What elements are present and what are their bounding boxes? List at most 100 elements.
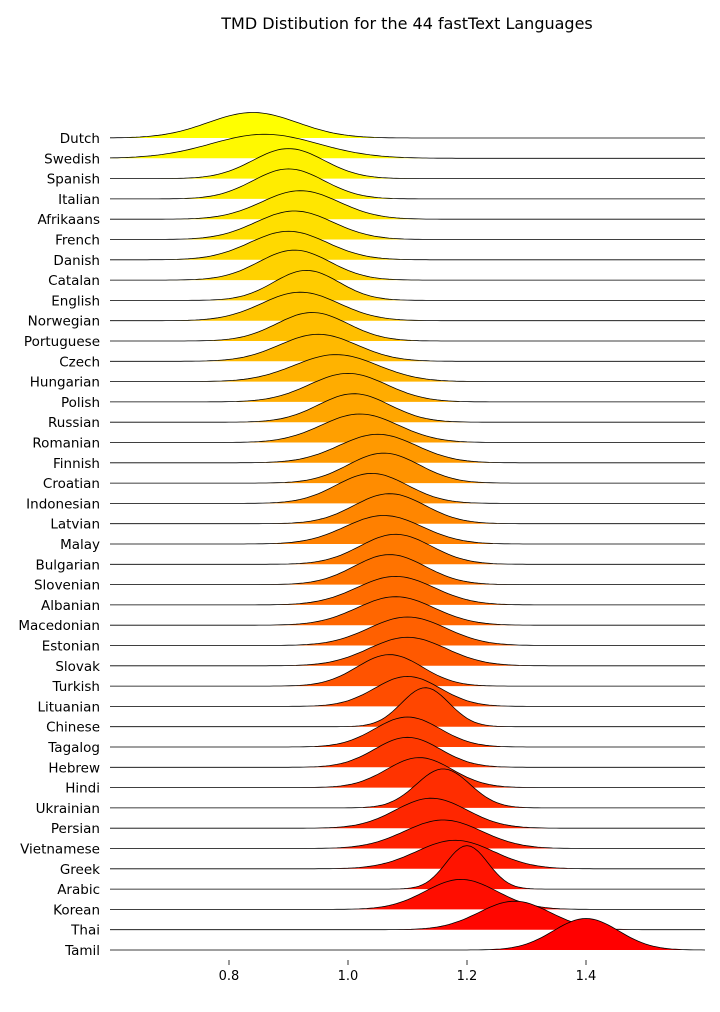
ridge-area-greek [110, 840, 705, 869]
row-label-macedonian: Macedonian [18, 618, 100, 634]
chart-title: TMD Distibution for the 44 fastText Lang… [220, 14, 593, 33]
ridge-line-polish [110, 372, 705, 403]
ridge-line-albanian [110, 575, 705, 606]
ridge-line-latvian [110, 493, 705, 525]
ridge-area-czech [110, 334, 705, 362]
ridge-line-malay [110, 515, 705, 545]
ridge-line-arabic [110, 845, 705, 890]
ridge-line-persian [110, 797, 705, 829]
row-label-polish: Polish [61, 395, 100, 411]
ridge-area-ukrainian [110, 769, 705, 808]
ridge-line-bulgarian [110, 533, 705, 565]
ridge-line-italian [110, 168, 705, 200]
ridge-line-slovak [110, 636, 705, 667]
ridge-line-chinese [110, 687, 705, 728]
ridge-area-spanish [110, 148, 705, 179]
ridge-line-norwegian [110, 291, 705, 322]
ridge-line-french [110, 210, 705, 240]
ridge-area-french [110, 211, 705, 240]
row-label-latvian: Latvian [50, 517, 100, 533]
ridge-line-dutch [110, 112, 705, 139]
ridge-area-hungarian [110, 354, 705, 382]
ridge-line-korean [110, 878, 705, 910]
ridge-area-lituanian [110, 676, 705, 707]
row-label-turkish: Turkish [52, 679, 100, 695]
ridge-area-catalan [110, 250, 705, 281]
row-label-norwegian: Norwegian [28, 314, 100, 330]
ridge-line-finnish [110, 433, 705, 464]
row-label-greek: Greek [60, 862, 100, 878]
ridge-area-dutch [110, 112, 705, 138]
row-label-tagalog: Tagalog [47, 740, 100, 756]
row-label-italian: Italian [58, 192, 100, 208]
row-label-portuguese: Portuguese [24, 334, 100, 350]
row-labels-group: Dutch Swedish Spanish Italian Afrikaans Frenc… [18, 131, 100, 959]
ridge-line-english [110, 269, 705, 301]
ridge-area-portuguese [110, 312, 705, 341]
ridge-line-russian [110, 393, 705, 423]
ridge-area-korean [110, 879, 705, 910]
ridge-area-hebrew [110, 737, 705, 768]
ridges-group [109, 112, 706, 951]
ridge-line-macedonian [110, 596, 705, 626]
row-label-czech: Czech [59, 354, 100, 370]
row-label-croatian: Croatian [43, 476, 100, 492]
row-label-danish: Danish [53, 253, 100, 269]
row-label-malay: Malay [60, 537, 100, 553]
row-label-slovenian: Slovenian [34, 578, 100, 594]
ridge-area-tagalog [110, 717, 705, 747]
row-label-persian: Persian [51, 821, 100, 837]
ridge-area-norwegian [110, 292, 705, 321]
row-label-hebrew: Hebrew [48, 760, 100, 776]
ridge-area-albanian [110, 576, 705, 605]
row-label-lituanian: Lituanian [37, 699, 100, 715]
ridge-line-slovenian [110, 554, 705, 585]
ridge-area-malay [110, 515, 705, 544]
row-label-romanian: Romanian [32, 436, 100, 452]
ridge-area-estonian [110, 617, 705, 646]
x-axis: 0.8 1.0 1.2 1.4 [219, 960, 597, 984]
ridge-line-vietnamese [110, 819, 705, 849]
row-label-english: English [51, 293, 100, 309]
ridge-area-finnish [110, 434, 705, 463]
ridge-area-russian [110, 393, 705, 423]
row-label-ukrainian: Ukrainian [36, 801, 100, 817]
ridge-area-danish [110, 231, 705, 260]
row-label-afrikaans: Afrikaans [37, 212, 100, 228]
row-label-hindi: Hindi [65, 781, 100, 797]
ridge-line-lituanian [110, 675, 705, 707]
x-tick-label: 1.2 [457, 969, 478, 984]
ridge-line-catalan [110, 249, 705, 281]
ridge-area-persian [110, 798, 705, 829]
row-label-dutch: Dutch [60, 131, 100, 147]
ridge-line-danish [110, 230, 705, 261]
ridge-area-italian [110, 168, 705, 199]
ridge-area-macedonian [110, 596, 705, 626]
row-label-finnish: Finnish [53, 456, 100, 472]
x-tick-label: 1.4 [576, 969, 597, 984]
ridge-line-czech [110, 333, 705, 362]
row-label-bulgarian: Bulgarian [35, 557, 100, 573]
ridge-line-turkish [110, 654, 705, 687]
ridge-line-swedish [109, 133, 705, 159]
row-label-spanish: Spanish [47, 172, 100, 188]
ridge-line-spanish [110, 148, 705, 179]
row-label-thai: Thai [70, 923, 100, 939]
row-label-arabic: Arabic [57, 882, 100, 898]
ridge-line-indonesian [110, 472, 705, 504]
row-label-albanian: Albanian [41, 598, 100, 614]
ridge-area-hindi [110, 757, 705, 788]
ridge-line-hebrew [110, 736, 705, 768]
ridge-area-chinese [110, 687, 705, 727]
ridge-area-romanian [110, 414, 705, 443]
ridge-area-slovak [110, 637, 705, 666]
ridge-area-tamil [110, 918, 705, 950]
row-label-korean: Korean [53, 902, 100, 918]
ridge-line-ukrainian [110, 768, 705, 809]
x-tick-label: 0.8 [219, 969, 240, 984]
row-label-french: French [55, 233, 100, 249]
row-label-swedish: Swedish [44, 151, 100, 167]
ridge-line-portuguese [110, 312, 705, 342]
